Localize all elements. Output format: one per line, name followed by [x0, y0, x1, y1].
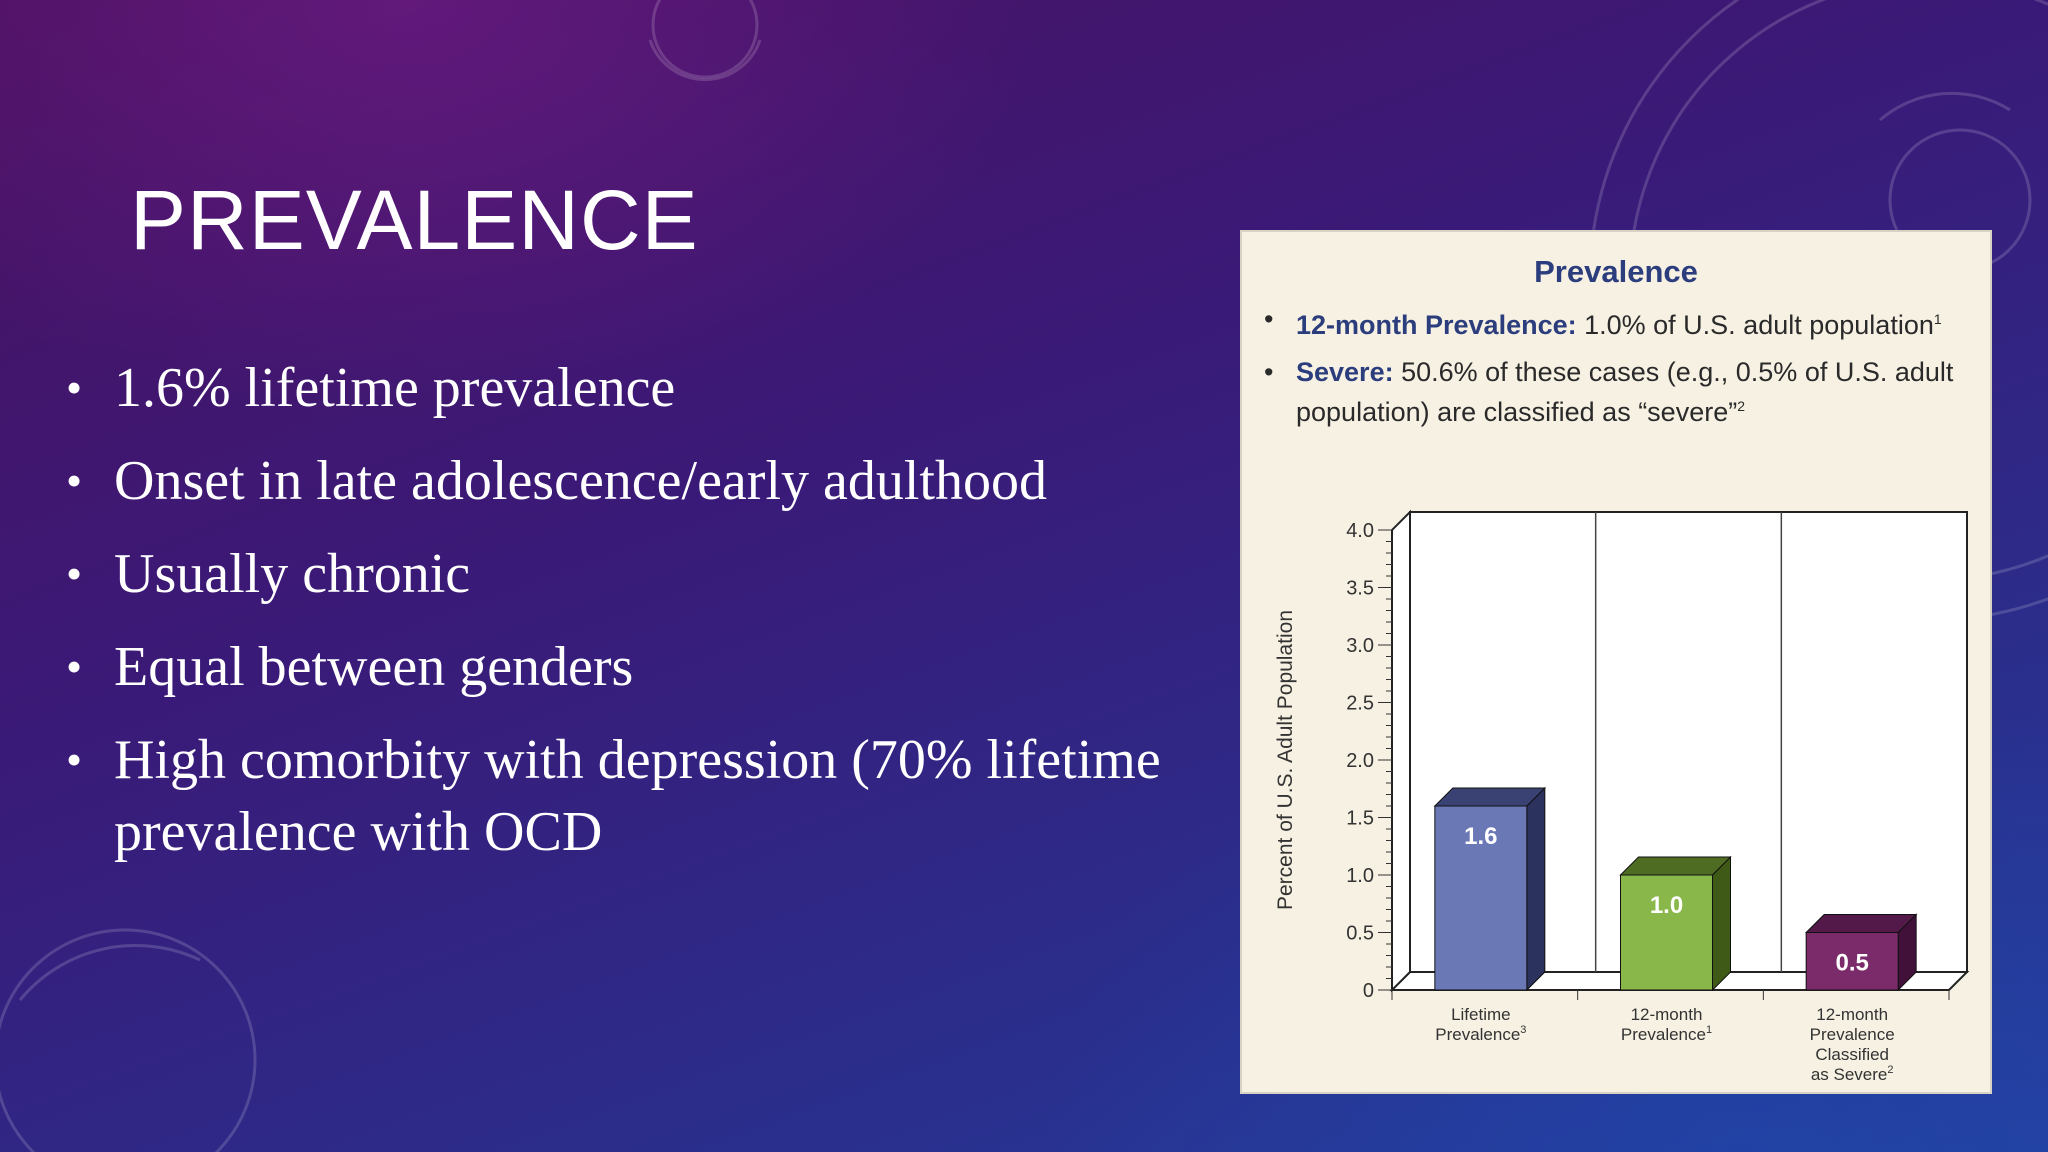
bullet-item: Onset in late adolescence/early adulthoo…	[62, 445, 1202, 517]
chart-side-wall	[1391, 509, 1411, 993]
y-tick-label: 0.5	[1346, 923, 1374, 945]
figure-bullet-text: 1.0% of U.S. adult population	[1576, 310, 1934, 340]
bullet-list: 1.6% lifetime prevalence Onset in late a…	[62, 352, 1202, 889]
y-tick-label: 2.0	[1346, 750, 1374, 772]
y-tick-label: 3.0	[1346, 635, 1374, 657]
bar-top	[1619, 856, 1732, 876]
figure-bullet-item: 12-month Prevalence: 1.0% of U.S. adult …	[1262, 302, 1962, 342]
footnote-marker: 1	[1933, 311, 1942, 327]
figure-bullet-list: 12-month Prevalence: 1.0% of U.S. adult …	[1262, 302, 1962, 442]
bar-value-label: 1.6	[1464, 823, 1497, 850]
bar-value-label: 1.0	[1650, 892, 1683, 919]
slide-title: PREVALENCE	[130, 173, 699, 267]
figure-bullet-item: Severe: 50.6% of these cases (e.g., 0.5%…	[1262, 355, 1962, 429]
x-category-label: 12-month Prevalence Classified as Severe2	[1810, 1005, 1895, 1084]
x-category-label: 12-month Prevalence1	[1621, 1005, 1712, 1044]
bar-value-label: 0.5	[1835, 950, 1868, 977]
footnote-marker: 2	[1737, 398, 1746, 414]
bar	[1434, 805, 1528, 991]
figure-bullet-label: 12-month Prevalence:	[1296, 310, 1577, 340]
y-tick-label: 0	[1363, 980, 1374, 1002]
bullet-item: High comorbity with depression (70% life…	[62, 724, 1202, 868]
y-tick-label: 3.5	[1346, 578, 1374, 600]
bullet-item: Usually chronic	[62, 538, 1202, 610]
y-axis-label: Percent of U.S. Adult Population	[1274, 610, 1297, 910]
prevalence-figure: Prevalence 12-month Prevalence: 1.0% of …	[1240, 230, 1992, 1094]
figure-bullet-text: 50.6% of these cases (e.g., 0.5% of U.S.…	[1296, 357, 1954, 427]
y-tick-label: 1.5	[1346, 808, 1374, 830]
y-tick-label: 2.5	[1346, 693, 1374, 715]
bar-top	[1804, 914, 1918, 933]
bullet-item: Equal between genders	[62, 631, 1202, 703]
figure-title: Prevalence	[1534, 254, 1698, 289]
bar-top	[1433, 787, 1547, 807]
x-category-label: Lifetime Prevalence3	[1435, 1005, 1526, 1044]
y-tick-label: 4.0	[1346, 520, 1374, 542]
y-tick-label: 1.0	[1346, 865, 1374, 887]
bullet-item: 1.6% lifetime prevalence	[62, 352, 1202, 424]
figure-bullet-label: Severe:	[1296, 357, 1394, 387]
bar	[1620, 874, 1713, 991]
bar-side	[1712, 855, 1731, 992]
prevalence-bar-chart: 0 0.5 1.0 1.5 2.0 2.5 3.0 3.5 4.0 Percent of U.S.…	[1274, 509, 1970, 1084]
bar-side	[1526, 786, 1546, 992]
bar	[1805, 932, 1899, 991]
